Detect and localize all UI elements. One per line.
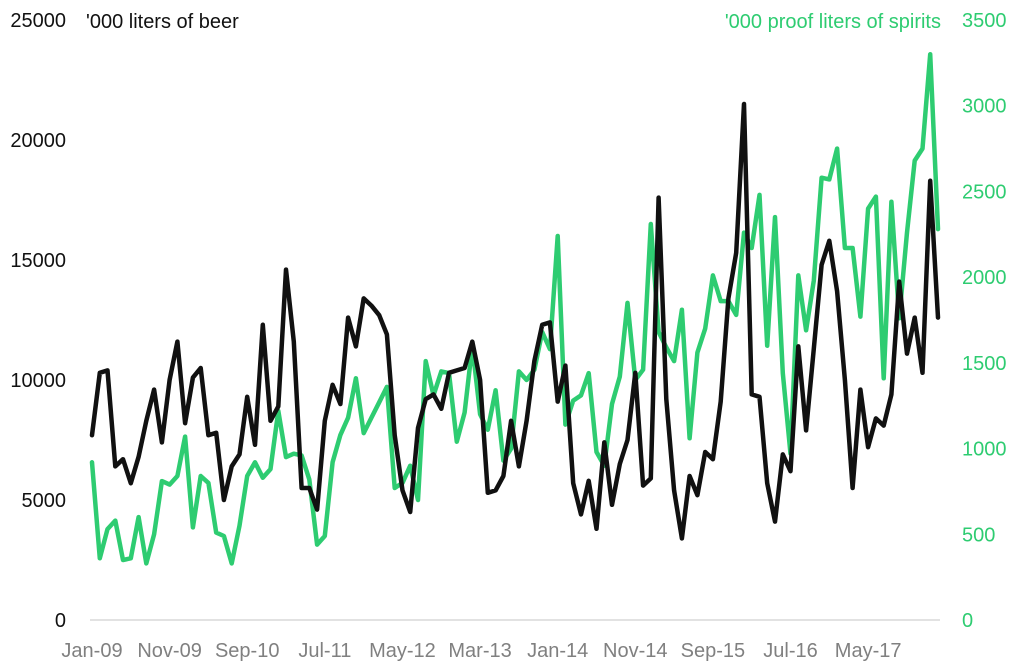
right-tick-label: 1500 (962, 353, 1007, 375)
right-axis-unit-label: '000 proof liters of spirits (725, 11, 941, 33)
right-tick-label: 3000 (962, 96, 1007, 118)
spirits-series-line (89, 52, 941, 566)
right-tick-label: 2000 (962, 267, 1007, 289)
left-tick-label: 25000 (10, 10, 66, 32)
x-tick-label: May-17 (835, 640, 902, 662)
x-axis-ticks: Jan-09 Nov-09 Sep-10 Jul-11 May-12 Mar-13 Jan-… (61, 640, 901, 662)
x-tick-label: Nov-14 (603, 640, 667, 662)
series-lines (89, 52, 941, 566)
left-tick-label: 20000 (10, 130, 66, 152)
right-tick-label: 1000 (962, 439, 1007, 461)
right-tick-label: 2500 (962, 181, 1007, 203)
right-tick-label: 0 (962, 610, 973, 632)
left-axis-ticks: 0 5000 10000 15000 20000 25000 (10, 10, 66, 632)
x-tick-label: May-12 (369, 640, 436, 662)
x-tick-label: Sep-15 (681, 640, 746, 662)
left-tick-label: 5000 (22, 490, 67, 512)
x-tick-label: Mar-13 (448, 640, 511, 662)
left-tick-label: 10000 (10, 370, 66, 392)
left-axis-unit-label: '000 liters of beer (86, 11, 239, 33)
x-tick-label: Jan-09 (61, 640, 122, 662)
x-tick-label: Nov-09 (137, 640, 201, 662)
x-tick-label: Sep-10 (215, 640, 280, 662)
right-tick-label: 500 (962, 524, 995, 546)
right-axis-ticks: 0 500 1000 1500 2000 2500 3000 3500 (962, 10, 1007, 632)
x-tick-label: Jul-16 (763, 640, 817, 662)
left-tick-label: 15000 (10, 250, 66, 272)
x-tick-label: Jan-14 (527, 640, 588, 662)
beer-series-line (89, 101, 941, 541)
right-tick-label: 3500 (962, 10, 1007, 32)
left-tick-label: 0 (55, 610, 66, 632)
x-tick-label: Jul-11 (298, 640, 351, 662)
